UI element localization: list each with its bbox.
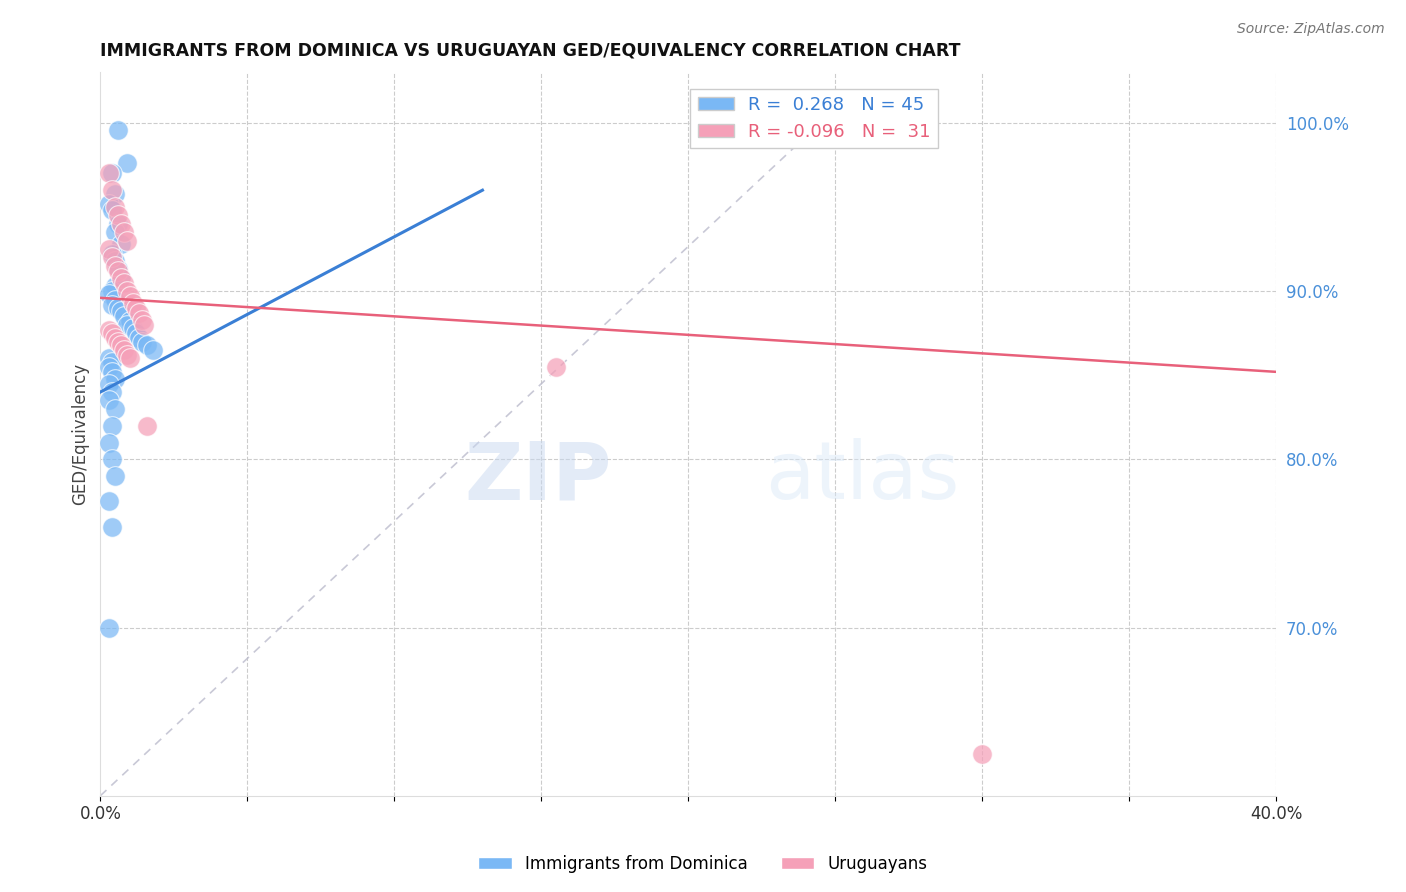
Point: [98, 393, 121, 408]
Point: [98, 166, 121, 180]
Point: [134, 318, 156, 332]
Point: [107, 264, 129, 278]
Point: [101, 519, 124, 533]
Point: [136, 338, 159, 352]
Point: [98, 435, 121, 450]
Point: [107, 301, 129, 315]
Text: IMMIGRANTS FROM DOMINICA VS URUGUAYAN GED/EQUIVALENCY CORRELATION CHART: IMMIGRANTS FROM DOMINICA VS URUGUAYAN GE…: [100, 42, 960, 60]
Point: [544, 359, 567, 374]
Point: [104, 401, 127, 416]
Point: [128, 331, 150, 345]
Point: [131, 312, 153, 326]
Point: [104, 279, 127, 293]
Point: [101, 326, 124, 341]
Point: [101, 183, 124, 197]
Point: [101, 385, 124, 400]
Point: [98, 287, 121, 301]
Point: [110, 237, 132, 252]
Y-axis label: GED/Equivalency: GED/Equivalency: [72, 363, 89, 505]
Point: [104, 225, 127, 239]
Point: [142, 343, 165, 357]
Point: [98, 376, 121, 391]
Point: [972, 747, 994, 761]
Point: [112, 343, 135, 357]
Point: [98, 621, 121, 635]
Point: [112, 276, 135, 290]
Point: [101, 251, 124, 265]
Point: [121, 296, 143, 310]
Point: [121, 321, 143, 335]
Point: [104, 469, 127, 483]
Point: [107, 262, 129, 277]
Legend: Immigrants from Dominica, Uruguayans: Immigrants from Dominica, Uruguayans: [471, 848, 935, 880]
Point: [112, 225, 135, 239]
Point: [101, 355, 124, 369]
Point: [110, 217, 132, 231]
Point: [124, 326, 146, 341]
Point: [104, 259, 127, 273]
Point: [115, 156, 138, 170]
Point: [104, 253, 127, 268]
Point: [101, 247, 124, 261]
Text: Source: ZipAtlas.com: Source: ZipAtlas.com: [1237, 22, 1385, 37]
Point: [110, 304, 132, 318]
Point: [101, 284, 124, 298]
Point: [110, 270, 132, 285]
Point: [131, 334, 153, 349]
Point: [115, 318, 138, 332]
Point: [101, 166, 124, 180]
Point: [118, 351, 141, 366]
Point: [110, 270, 132, 285]
Point: [104, 371, 127, 385]
Legend: R =  0.268   N = 45, R = -0.096   N =  31: R = 0.268 N = 45, R = -0.096 N = 31: [690, 88, 938, 148]
Point: [136, 418, 159, 433]
Point: [110, 338, 132, 352]
Point: [107, 122, 129, 136]
Point: [101, 418, 124, 433]
Point: [107, 208, 129, 222]
Point: [115, 284, 138, 298]
Point: [104, 200, 127, 214]
Point: [104, 186, 127, 201]
Text: atlas: atlas: [765, 439, 959, 516]
Point: [128, 306, 150, 320]
Point: [98, 351, 121, 366]
Point: [101, 365, 124, 379]
Point: [98, 242, 121, 256]
Point: [101, 452, 124, 467]
Point: [118, 289, 141, 303]
Point: [98, 323, 121, 337]
Point: [124, 301, 146, 315]
Point: [112, 310, 135, 324]
Point: [101, 297, 124, 311]
Point: [104, 293, 127, 307]
Point: [98, 359, 121, 374]
Point: [107, 334, 129, 349]
Point: [107, 217, 129, 231]
Point: [115, 234, 138, 248]
Point: [101, 203, 124, 218]
Point: [98, 196, 121, 211]
Point: [118, 314, 141, 328]
Point: [98, 494, 121, 508]
Point: [115, 348, 138, 362]
Text: ZIP: ZIP: [464, 439, 612, 516]
Point: [104, 331, 127, 345]
